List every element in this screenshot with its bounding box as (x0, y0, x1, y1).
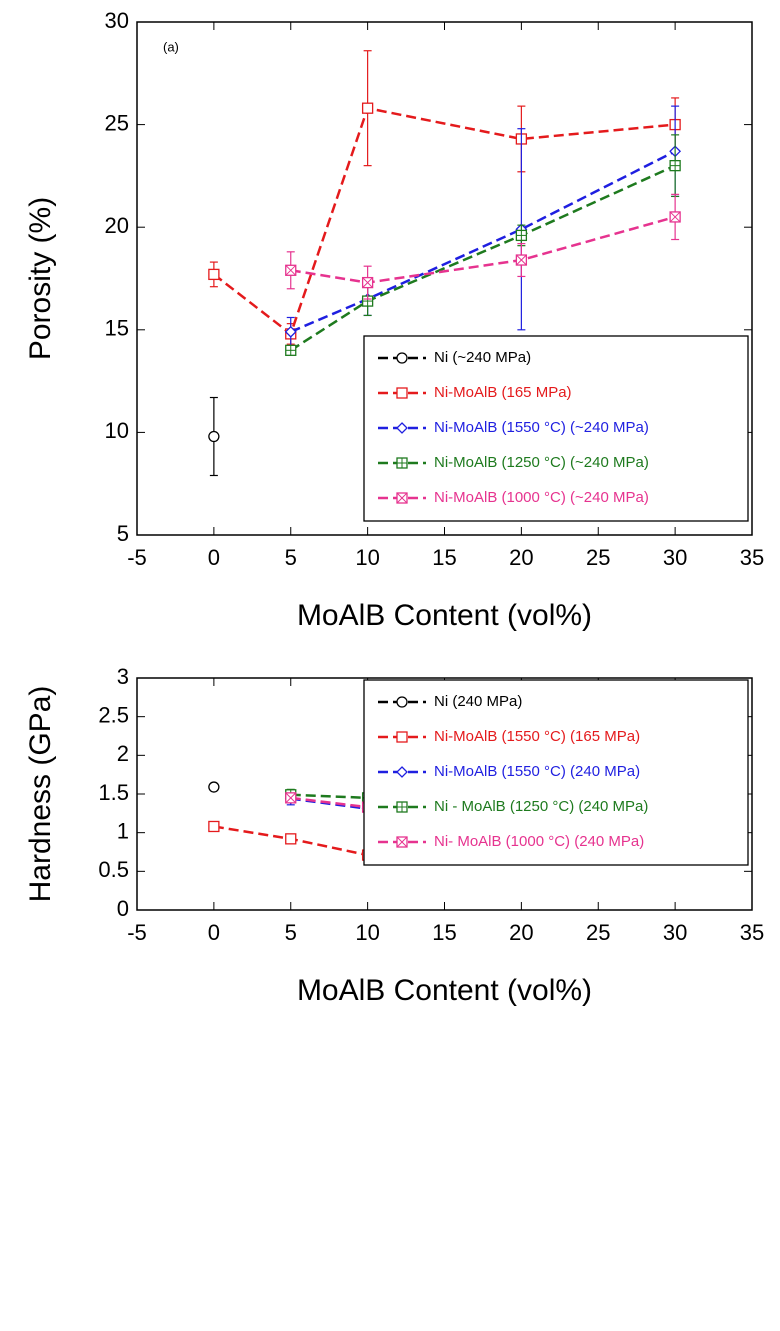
y-tick-label: 25 (105, 110, 129, 135)
marker-shape (208, 820, 220, 833)
marker (396, 836, 408, 848)
legend-label: Ni-MoAlB (1250 °C) (~240 MPa) (434, 454, 649, 471)
marker (396, 422, 408, 434)
series-line (290, 164, 676, 352)
x-tick-label: 20 (509, 545, 533, 570)
marker (285, 792, 297, 804)
x-tick-label: 25 (586, 545, 610, 570)
x-tick-label: -5 (127, 920, 147, 945)
marker (396, 352, 408, 364)
marker-shape (285, 792, 297, 804)
marker-shape (669, 211, 681, 223)
marker (361, 102, 374, 114)
x-tick-label: 15 (432, 545, 456, 570)
x-axis-title: MoAlB Content (vol%) (297, 974, 592, 1007)
y-axis-title: Hardness (GPa) (24, 686, 57, 903)
series-line (290, 215, 676, 284)
marker (208, 268, 220, 281)
x-tick-label: 35 (740, 920, 764, 945)
y-tick-label: 10 (105, 418, 129, 443)
marker (396, 731, 408, 743)
marker-shape (516, 254, 527, 266)
marker-shape (284, 325, 297, 338)
x-tick-label: 5 (285, 545, 297, 570)
x-tick-label: 10 (355, 545, 379, 570)
marker-shape (285, 264, 297, 276)
x-tick-label: 0 (208, 920, 220, 945)
marker (515, 254, 528, 266)
legend-label: Ni-MoAlB (1550 °C) (~240 MPa) (434, 419, 649, 436)
legend-box (363, 679, 749, 866)
legend-box (363, 335, 749, 522)
marker (208, 430, 220, 443)
y-tick-label: 1.5 (98, 780, 129, 805)
x-tick-label: 0 (208, 545, 220, 570)
x-tick-label: 5 (285, 920, 297, 945)
y-tick-label: 5 (117, 521, 129, 546)
x-tick-label: 30 (663, 920, 687, 945)
x-tick-label: 35 (740, 545, 764, 570)
marker-shape (396, 766, 408, 778)
legend-label: Ni - MoAlB (1250 °C) (240 MPa) (434, 798, 648, 815)
marker-shape (208, 268, 220, 281)
marker (669, 211, 681, 223)
x-tick-label: 25 (586, 920, 610, 945)
marker (284, 325, 297, 338)
y-tick-label: 2 (117, 741, 129, 766)
marker (285, 344, 297, 356)
marker-shape (285, 833, 297, 845)
y-axis-title: Porosity (%) (24, 197, 57, 360)
legend-label: Ni (~240 MPa) (434, 349, 531, 366)
annotation: (a) (163, 39, 179, 54)
marker (396, 696, 408, 708)
marker-shape (396, 731, 408, 743)
marker (361, 276, 374, 289)
y-tick-label: 15 (105, 316, 129, 341)
legend-label: Ni- MoAlB (1000 °C) (240 MPa) (434, 833, 644, 850)
x-tick-label: 30 (663, 545, 687, 570)
legend-label: Ni-MoAlB (1550 °C) (240 MPa) (434, 763, 640, 780)
marker (669, 159, 681, 172)
x-tick-label: 15 (432, 920, 456, 945)
marker-shape (396, 836, 408, 848)
y-tick-label: 0.5 (98, 857, 129, 882)
marker (396, 801, 408, 813)
marker-shape (396, 696, 408, 708)
y-tick-label: 2.5 (98, 702, 129, 727)
marker (515, 229, 528, 242)
marker (285, 833, 297, 845)
x-tick-label: 10 (355, 920, 379, 945)
marker (208, 781, 220, 793)
marker-shape (396, 387, 408, 399)
marker (285, 264, 297, 276)
marker-shape (208, 430, 220, 443)
marker-shape (396, 422, 408, 434)
x-tick-label: -5 (127, 545, 147, 570)
legend-label: Ni-MoAlB (1000 °C) (~240 MPa) (434, 489, 649, 506)
x-axis-title: MoAlB Content (vol%) (297, 599, 592, 632)
marker-shape (208, 781, 220, 793)
y-tick-label: 0 (117, 896, 129, 921)
marker-shape (362, 277, 373, 288)
marker (208, 820, 220, 833)
marker (396, 492, 408, 504)
marker-shape (396, 492, 408, 504)
marker-shape (396, 352, 408, 364)
marker (396, 387, 408, 399)
x-tick-label: 20 (509, 920, 533, 945)
series-line (213, 106, 676, 336)
y-tick-label: 3 (117, 664, 129, 689)
y-tick-label: 1 (117, 818, 129, 843)
legend-label: Ni-MoAlB (165 MPa) (434, 384, 572, 401)
series-line (290, 150, 676, 334)
marker (396, 457, 408, 469)
marker (396, 766, 408, 778)
y-tick-label: 20 (105, 213, 129, 238)
legend-label: Ni-MoAlB (1550 °C) (165 MPa) (434, 728, 640, 745)
marker-shape (361, 102, 374, 114)
y-tick-label: 30 (105, 8, 129, 33)
legend-label: Ni (240 MPa) (434, 693, 522, 710)
